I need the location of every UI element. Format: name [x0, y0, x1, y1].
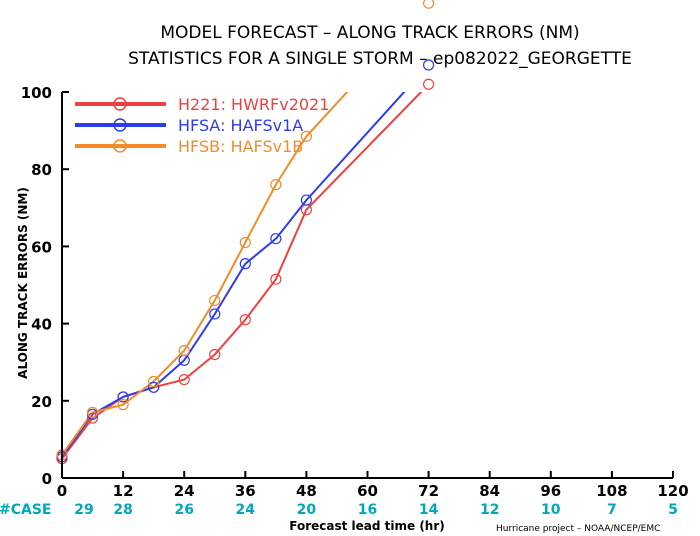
- y-tick-label-4: 80: [31, 161, 52, 179]
- series-1-point-8: [300, 194, 312, 206]
- case-count-6: 14: [419, 502, 439, 518]
- y-axis-label: ALONG TRACK ERRORS (NM): [16, 187, 30, 379]
- legend-marker-2: [113, 139, 127, 153]
- series-0-point-9: [423, 78, 435, 90]
- plot-area: [56, 0, 435, 465]
- x-tick-label-3: 36: [235, 482, 256, 500]
- series-2-point-7: [270, 179, 282, 191]
- credit-text: Hurricane project – NOAA/NCEP/EMC: [496, 524, 660, 534]
- y-tick-label-2: 40: [31, 316, 52, 334]
- case-count-3: 24: [236, 502, 256, 518]
- legend-label-1: HFSA: HAFSv1A: [178, 116, 303, 135]
- x-tick-label-1: 12: [113, 482, 134, 500]
- x-tick-label-2: 24: [174, 482, 195, 500]
- series-2-point-8: [300, 130, 312, 142]
- chart-title-line1: MODEL FORECAST – ALONG TRACK ERRORS (NM): [160, 23, 579, 43]
- series-line-2: [62, 92, 349, 456]
- x-tick-label-9: 108: [596, 482, 627, 500]
- x-tick-label-4: 48: [296, 482, 317, 500]
- case-count-2: 26: [174, 502, 193, 518]
- chart-title-line2: STATISTICS FOR A SINGLE STORM – ep082022…: [128, 49, 632, 69]
- case-count-1: 28: [113, 502, 132, 518]
- x-tick-label-6: 72: [418, 482, 439, 500]
- x-axis-label: Forecast lead time (hr): [289, 519, 445, 533]
- x-tick-label-8: 96: [540, 482, 561, 500]
- case-count-8: 10: [541, 502, 561, 518]
- case-count-10: 5: [668, 502, 678, 518]
- series-1-point-9: [423, 59, 435, 71]
- series-line-1: [62, 92, 406, 458]
- legend-marker-0: [113, 97, 127, 111]
- x-tick-label-0: 0: [57, 482, 67, 500]
- x-tick-label-10: 120: [657, 482, 688, 500]
- legend: H221: HWRFv2021 HFSA: HAFSv1A HFSB: HAFSv1…: [75, 95, 329, 156]
- series-0-point-7: [270, 273, 282, 285]
- case-count-5: 16: [358, 502, 377, 518]
- legend-label-0: H221: HWRFv2021: [178, 95, 329, 114]
- y-tick-label-5: 100: [21, 84, 52, 102]
- series-0-point-6: [239, 314, 251, 326]
- series-1-point-7: [270, 233, 282, 245]
- legend-marker-1: [113, 118, 127, 132]
- case-count-4: 20: [297, 502, 317, 518]
- series-2-point-2: [117, 399, 129, 411]
- y-tick-label-0: 0: [42, 470, 52, 488]
- case-count-label: #CASE: [0, 502, 52, 518]
- series-0-point-5: [209, 348, 221, 361]
- case-count-7: 12: [480, 502, 499, 518]
- series-2-point-9: [423, 0, 435, 9]
- case-count-9: 7: [607, 502, 617, 518]
- y-tick-label-3: 60: [31, 238, 52, 256]
- series-1-point-6: [239, 258, 251, 270]
- series-2-point-4: [178, 345, 190, 357]
- y-tick-label-1: 20: [31, 393, 52, 411]
- axes: 0 12 24 36 48 60 72 84 96 108 120 0 20 40 60 80 100 29 28 2…: [21, 84, 689, 518]
- series-0-point-1: [86, 412, 99, 424]
- case-count-0: 29: [74, 502, 93, 518]
- series-0-point-4: [178, 373, 190, 386]
- series-1-point-5: [209, 308, 221, 320]
- legend-label-2: HFSB: HAFSv1B: [178, 137, 303, 156]
- series-1-point-2: [117, 391, 129, 403]
- series-2-point-1: [86, 406, 99, 418]
- series-2-point-6: [239, 236, 251, 249]
- series-2-point-3: [148, 375, 160, 388]
- x-tick-label-5: 60: [357, 482, 378, 500]
- series-1-point-3: [148, 381, 160, 393]
- x-tick-label-7: 84: [479, 482, 500, 500]
- series-2-point-5: [209, 294, 221, 307]
